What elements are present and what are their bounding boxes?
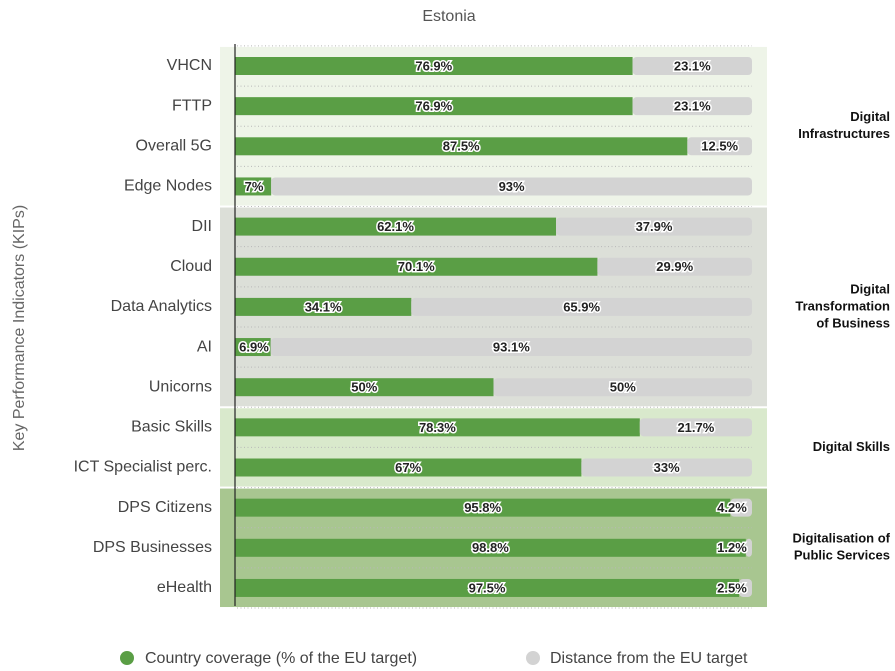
data-label: 76.9% (415, 99, 452, 114)
bar-segment (235, 538, 746, 557)
y-tick-label: Cloud (170, 258, 212, 275)
data-label: 93.1% (493, 339, 530, 354)
data-label: 76.9% (415, 58, 452, 73)
data-label: 21.7% (677, 420, 714, 435)
data-label: 87.5% (443, 139, 480, 154)
bar-segment (581, 458, 752, 477)
bar-segment (235, 418, 640, 437)
data-label: 29.9% (656, 259, 693, 274)
bar-segment (235, 137, 688, 156)
data-label: 4.2% (717, 500, 747, 515)
data-label: 62.1% (377, 219, 414, 234)
y-tick-label: eHealth (157, 579, 212, 596)
bar-segment (493, 378, 752, 397)
bar-segment (639, 418, 752, 437)
data-label: 50% (610, 380, 636, 395)
bar-segment (235, 177, 272, 196)
data-label: 34.1% (305, 299, 342, 314)
bar-segment (235, 338, 271, 357)
data-label: 12.5% (701, 139, 738, 154)
group-label: Digital (850, 281, 890, 296)
y-tick-label: Overall 5G (136, 138, 212, 155)
bar-segment (411, 297, 752, 316)
plot: Digital Infrastructures Digital Transformat… (74, 45, 891, 609)
data-label: 1.2% (717, 540, 747, 555)
y-tick-label: Unicorns (149, 378, 212, 395)
bar-segment (235, 378, 494, 397)
bar-segment (271, 177, 752, 196)
y-tick-label: AI (197, 338, 212, 355)
data-label: 33% (654, 460, 680, 475)
y-tick-label: DPS Businesses (93, 539, 212, 556)
data-label: 23.1% (674, 99, 711, 114)
data-label: 70.1% (398, 259, 435, 274)
data-label: 65.9% (563, 299, 600, 314)
bar-segment (745, 538, 752, 557)
bar-segment (632, 97, 752, 116)
y-tick-label: Data Analytics (111, 298, 212, 315)
bar-segment (597, 257, 752, 276)
y-axis-label: Key Performance Indicators (KIPs) (11, 205, 28, 451)
bar-segment (235, 498, 731, 517)
bar-segment (235, 578, 740, 597)
legend-swatch (120, 651, 134, 665)
data-label: 50% (351, 380, 377, 395)
data-label: 97.5% (469, 580, 506, 595)
bar-segment (632, 57, 752, 75)
group-label: of Business (816, 315, 890, 330)
legend-swatch (526, 651, 540, 665)
y-tick-label: Basic Skills (131, 419, 212, 436)
data-label: 37.9% (636, 219, 673, 234)
data-label: 7% (245, 179, 264, 194)
data-label: 98.8% (472, 540, 509, 555)
bar-segment (235, 297, 412, 316)
y-tick-label: Edge Nodes (124, 178, 212, 195)
y-tick-label: VHCN (167, 57, 212, 74)
bar-segment (739, 578, 752, 597)
data-label: 67% (395, 460, 421, 475)
group-label: Digital Skills (813, 439, 890, 454)
bar-segment (556, 217, 752, 236)
data-label: 95.8% (464, 500, 501, 515)
legend-label: Distance from the EU target (550, 650, 748, 667)
data-label: 78.3% (419, 420, 456, 435)
y-tick-label: DPS Citizens (118, 499, 212, 516)
data-label: 6.9% (239, 339, 269, 354)
bar-segment (687, 137, 752, 156)
group-label: Infrastructures (798, 126, 890, 141)
bar-segment (235, 57, 633, 75)
bar-segment (270, 338, 752, 357)
bar-segment (235, 217, 557, 236)
chart-title: Estonia (422, 8, 475, 25)
bar-segment (235, 97, 633, 116)
group-label: Transformation (795, 298, 890, 313)
y-tick-label: DII (192, 218, 212, 235)
data-label: 93% (499, 179, 525, 194)
group-label: Digitalisation of (793, 531, 891, 546)
y-tick-label: ICT Specialist perc. (74, 459, 212, 476)
y-tick-label: FTTP (172, 97, 212, 114)
bar-segment (730, 498, 752, 517)
legend-label: Country coverage (% of the EU target) (145, 650, 417, 667)
data-label: 2.5% (717, 580, 747, 595)
bar-segment (235, 458, 582, 477)
group-label: Public Services (794, 548, 890, 563)
data-label: 23.1% (674, 58, 711, 73)
bar-segment (235, 257, 598, 276)
group-label: Digital (850, 109, 890, 124)
